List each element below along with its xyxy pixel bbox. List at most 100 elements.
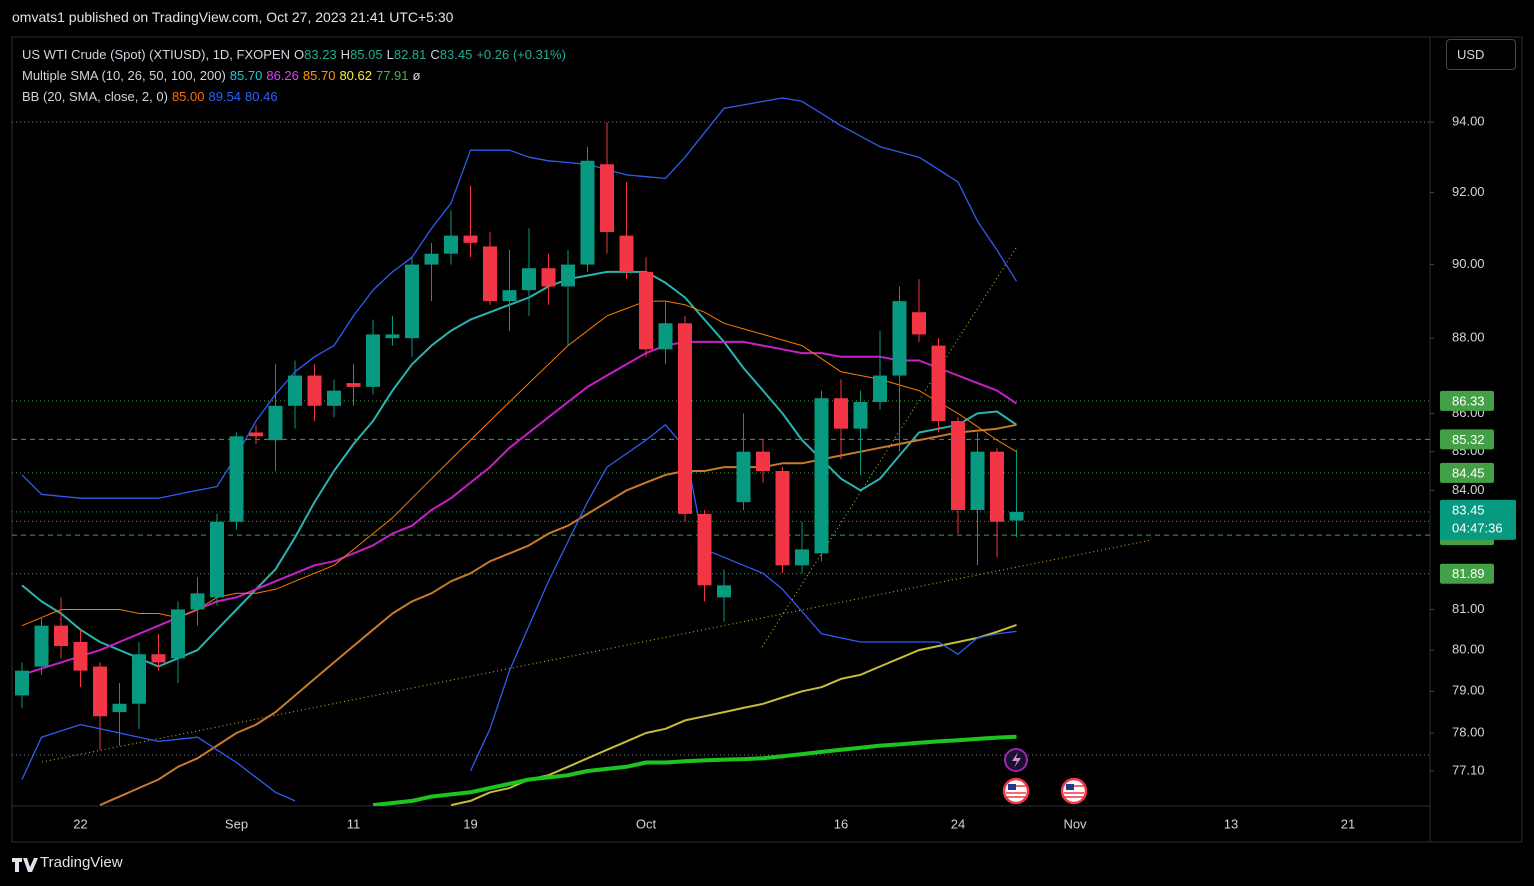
legend-title: BB (20, SMA, close, 2, 0)	[22, 89, 168, 104]
candle-body	[775, 470, 790, 566]
candle-body	[444, 235, 458, 254]
candle-body	[229, 436, 244, 522]
indicator-value: 80.46	[245, 89, 278, 104]
indicator-value: 77.91	[375, 68, 409, 83]
change: +0.26 (+0.31%)	[476, 47, 566, 62]
ohlc-value: 83.23	[304, 47, 337, 62]
x-tick-label: 11	[347, 816, 361, 831]
candle-body	[112, 703, 127, 713]
indicator-value: 85.00	[171, 89, 205, 104]
y-tick-label: 94.00	[1452, 114, 1485, 129]
candle-body	[873, 375, 887, 402]
y-tick-label: 81.00	[1452, 601, 1485, 616]
flag-canton	[1008, 784, 1016, 790]
candle-body	[892, 301, 907, 376]
indicator-line	[21, 300, 1017, 627]
candle-body	[405, 264, 419, 339]
legend-title: US WTI Crude (Spot) (XTIUSD), 1D, FXOPEN	[22, 47, 290, 62]
candle-body	[658, 323, 673, 350]
x-tick-label: 13	[1224, 816, 1238, 831]
chart-frame	[11, 36, 1523, 843]
y-tick-label: 88.00	[1452, 330, 1485, 345]
candle-body	[736, 451, 751, 503]
x-tick-label: Sep	[225, 816, 248, 831]
last-price-label: 83.45	[1452, 502, 1485, 517]
plot-area	[12, 97, 1430, 806]
y-tick-label: 78.00	[1452, 724, 1485, 739]
candle-body	[795, 549, 809, 566]
y-tick-label: 92.00	[1452, 184, 1485, 199]
countdown: 04:47:36	[1452, 520, 1503, 535]
price-badge	[1440, 462, 1494, 483]
x-tick-label: 22	[73, 816, 87, 831]
candle-body	[814, 398, 829, 554]
candle-body	[717, 585, 731, 598]
candle-body	[307, 375, 322, 406]
event-icons	[1002, 748, 1088, 805]
y-tick-label: 77.10	[1452, 762, 1485, 777]
ohlc-value: 82.81	[393, 47, 427, 62]
y-tick-label: 90.00	[1452, 256, 1485, 271]
ohlc-label: H	[340, 47, 351, 62]
candle-body	[522, 268, 536, 291]
price-badge	[1440, 563, 1494, 584]
candle-body	[990, 451, 1004, 522]
candle-body	[1009, 511, 1024, 521]
candle-body	[970, 451, 985, 510]
candle-body	[385, 334, 400, 339]
flag-canton	[1066, 784, 1074, 790]
candle-body	[288, 375, 302, 406]
indicator-suffix: ø	[412, 68, 421, 83]
candle-body	[580, 160, 595, 265]
last-price-badge	[1440, 499, 1516, 540]
candle-body	[190, 593, 205, 610]
trend-line	[761, 247, 1017, 648]
candle-body	[541, 268, 556, 287]
candle-body	[834, 398, 848, 429]
candle-body	[931, 345, 946, 422]
candle-body	[756, 451, 770, 471]
candle-body	[600, 164, 614, 233]
price-badge-label: 86.33	[1452, 393, 1485, 408]
price-badge-label: 81.89	[1452, 566, 1485, 581]
y-tick-label: 84.00	[1452, 482, 1485, 497]
candle-body	[678, 323, 692, 514]
y-tick-label: 79.00	[1452, 683, 1485, 698]
x-tick-label: 16	[834, 816, 848, 831]
candle-body	[463, 235, 478, 243]
candle-body	[561, 264, 575, 287]
candle-body	[93, 666, 107, 717]
candle-body	[951, 421, 965, 510]
candle-body	[619, 235, 634, 272]
candle-body	[912, 312, 926, 335]
publisher-line: omvats1 published on TradingView.com, Oc…	[12, 9, 454, 25]
price-badge-label: 85.32	[1452, 432, 1485, 447]
candle-body	[327, 390, 341, 406]
lightning-icon	[1012, 752, 1021, 768]
indicator-value: 85.70	[229, 68, 263, 83]
x-tick-label: Oct	[636, 816, 657, 831]
candle-body	[210, 521, 224, 598]
candle-body	[639, 271, 653, 350]
us-flag-icon	[1002, 777, 1030, 805]
price-badge	[1440, 390, 1494, 411]
currency-button[interactable]: USD	[1446, 39, 1516, 70]
x-tick-label: 24	[951, 816, 965, 831]
x-tick-label: 19	[463, 816, 477, 831]
x-tick-label: 21	[1341, 816, 1355, 831]
candle-body	[366, 334, 380, 387]
footer-brand: TradingView	[40, 854, 123, 871]
candle-body	[483, 246, 497, 302]
indicator-value: 89.54	[208, 89, 242, 104]
legend-row: Multiple SMA (10, 26, 50, 100, 200) 85.70…	[22, 65, 570, 86]
candle-body	[853, 401, 868, 429]
logo	[12, 858, 38, 872]
price-badge-label: 84.45	[1452, 465, 1485, 480]
candle-body	[268, 405, 283, 441]
ohlc-value: 83.45	[439, 47, 473, 62]
flag-stripes	[1064, 785, 1084, 798]
ohlc-label: O	[294, 47, 305, 62]
candle-body	[424, 253, 439, 265]
ohlc-value: 85.05	[350, 47, 383, 62]
